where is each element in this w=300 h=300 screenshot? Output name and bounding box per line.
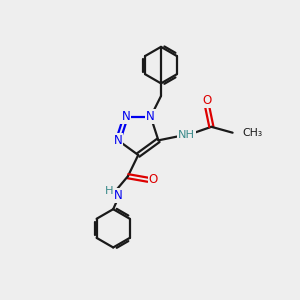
Text: N: N [114,189,123,203]
Text: O: O [202,94,212,107]
Text: CH₃: CH₃ [242,128,262,138]
Text: N: N [122,110,130,123]
Text: H: H [105,186,114,196]
Text: NH: NH [178,130,195,140]
Text: N: N [146,110,155,123]
Text: N: N [114,134,122,147]
Text: O: O [148,173,158,186]
